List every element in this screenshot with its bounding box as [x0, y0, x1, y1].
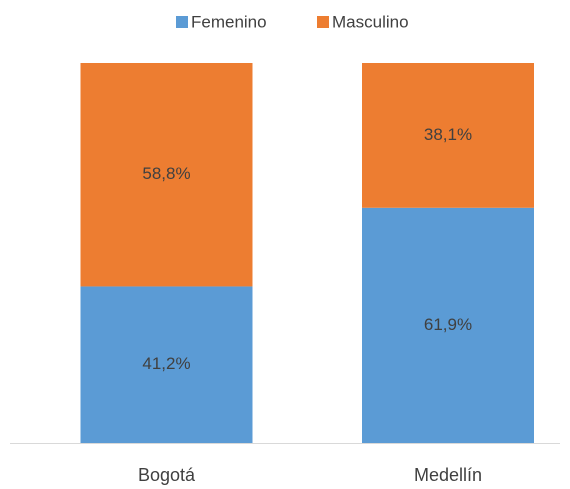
bar-segment — [80, 286, 253, 443]
legend-swatch — [176, 16, 188, 28]
x-tick-label: Medellín — [414, 465, 482, 485]
bar-segment — [362, 207, 534, 443]
data-label: 61,9% — [424, 315, 472, 334]
legend-swatch — [317, 16, 329, 28]
bar-segment — [80, 63, 253, 287]
legend-label: Femenino — [191, 12, 267, 31]
data-label: 38,1% — [424, 125, 472, 144]
data-label: 41,2% — [142, 354, 190, 373]
legend-label: Masculino — [332, 12, 409, 31]
x-tick-label: Bogotá — [138, 465, 196, 485]
data-label: 58,8% — [142, 164, 190, 183]
bar-segment — [362, 63, 534, 208]
